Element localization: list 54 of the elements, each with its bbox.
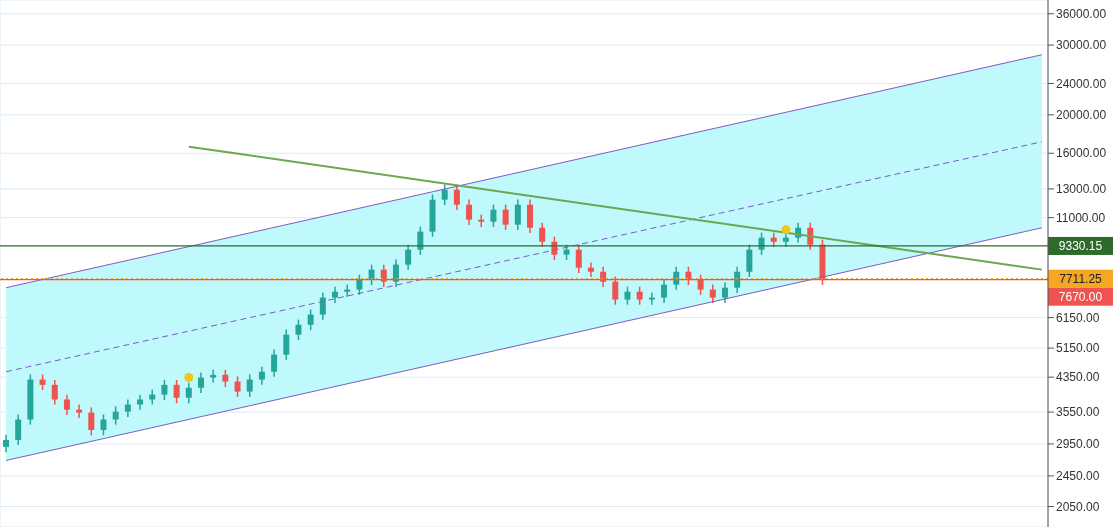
candlestick [76, 403, 83, 419]
candlestick [466, 198, 473, 226]
candlestick [258, 366, 265, 386]
candlestick [149, 388, 156, 406]
candlestick [307, 308, 314, 331]
candlestick [539, 221, 546, 248]
candlestick [661, 278, 668, 304]
y-tick-label: 11000.00 [1056, 210, 1106, 225]
y-tick-label: 2950.00 [1056, 437, 1100, 452]
candlestick [185, 382, 192, 404]
candlestick [709, 283, 716, 304]
candlestick [441, 183, 448, 206]
candlestick [210, 369, 217, 384]
candlestick [63, 393, 70, 416]
candlestick [356, 274, 363, 296]
y-tick-label: 30000.00 [1056, 38, 1107, 53]
candlestick [88, 406, 95, 437]
candlestick [392, 258, 399, 288]
y-tick-label: 20000.00 [1056, 108, 1107, 123]
candlestick [344, 283, 351, 298]
y-tick-label: 6150.00 [1056, 310, 1100, 325]
y-tick-label: 5150.00 [1056, 341, 1100, 356]
candlestick [100, 413, 107, 437]
candlestick [51, 379, 58, 406]
candlestick [587, 261, 594, 278]
candlestick [234, 375, 241, 398]
candlestick [15, 413, 22, 446]
candlestick [197, 371, 204, 394]
candlestick [112, 405, 119, 426]
y-tick-label: 13000.00 [1056, 182, 1107, 197]
candlestick [734, 265, 741, 294]
y-tick-label: 16000.00 [1056, 146, 1107, 161]
candlestick [502, 203, 509, 231]
y-tick-label: 2050.00 [1056, 499, 1100, 514]
candlestick [319, 291, 326, 321]
candlestick [648, 291, 655, 306]
candlestick [271, 348, 278, 378]
candlestick [295, 318, 302, 341]
ref-line-label: 7670.00 [1058, 289, 1103, 304]
candlestick [161, 379, 168, 401]
y-tick-label: 3550.00 [1056, 405, 1100, 420]
candlestick [490, 203, 497, 228]
y-tick-label: 24000.00 [1056, 76, 1107, 91]
y-tick-label: 4350.00 [1056, 370, 1100, 385]
y-tick-label: 36000.00 [1056, 7, 1107, 22]
candlestick [246, 373, 253, 398]
y-tick-label: 2450.00 [1056, 469, 1100, 484]
candlestick [527, 198, 533, 234]
candlestick [283, 328, 290, 361]
ref-line-label: 7711.25 [1059, 271, 1103, 286]
ref-line-label: 9330.15 [1058, 238, 1103, 253]
candlestick [721, 281, 728, 304]
candlestick [173, 379, 180, 404]
candlestick [514, 198, 521, 231]
